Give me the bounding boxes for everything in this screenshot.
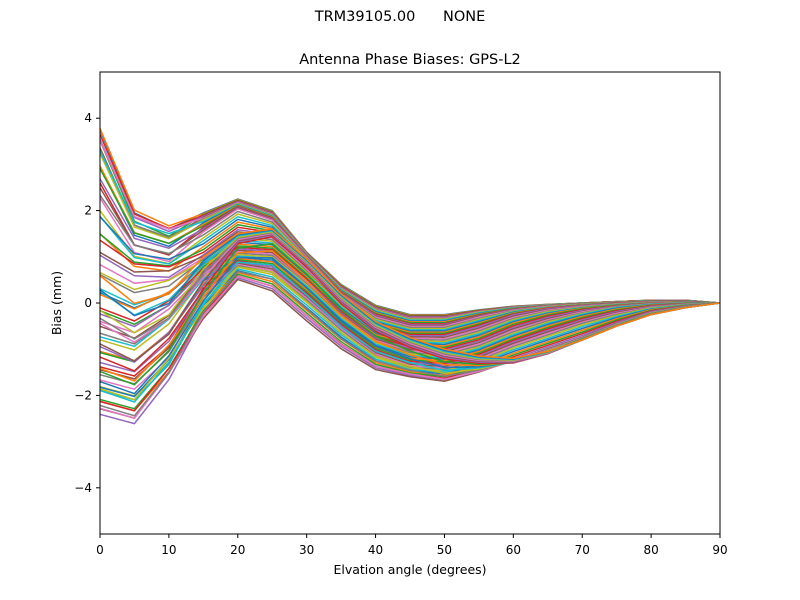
y-tick-label: 0	[84, 296, 92, 310]
y-tick-label: 4	[84, 111, 92, 125]
x-tick-label: 20	[230, 543, 245, 557]
series-line	[100, 260, 720, 377]
x-tick-label: 70	[575, 543, 590, 557]
series-lines	[100, 128, 720, 425]
x-tick-label: 60	[506, 543, 521, 557]
x-tick-label: 50	[437, 543, 452, 557]
y-axis: −4 −2 0 2 4	[74, 111, 100, 495]
series-line	[100, 273, 720, 410]
series-line	[100, 228, 720, 360]
y-axis-label: Bias (mm)	[49, 271, 64, 335]
x-axis: 0 10 20 30 40 50 60 70 80 90	[96, 534, 728, 557]
y-tick-label: −4	[74, 481, 92, 495]
x-tick-label: 40	[368, 543, 383, 557]
x-tick-label: 10	[161, 543, 176, 557]
series-line	[100, 230, 720, 361]
y-tick-label: −2	[74, 388, 92, 402]
x-axis-label: Elvation angle (degrees)	[333, 562, 486, 577]
y-tick-label: 2	[84, 204, 92, 218]
x-tick-label: 90	[712, 543, 727, 557]
x-tick-label: 0	[96, 543, 104, 557]
chart-title: Antenna Phase Biases: GPS-L2	[299, 52, 521, 68]
figure-suptitle: TRM39105.00 NONE	[314, 9, 486, 25]
x-tick-label: 30	[299, 543, 314, 557]
x-tick-label: 80	[643, 543, 658, 557]
